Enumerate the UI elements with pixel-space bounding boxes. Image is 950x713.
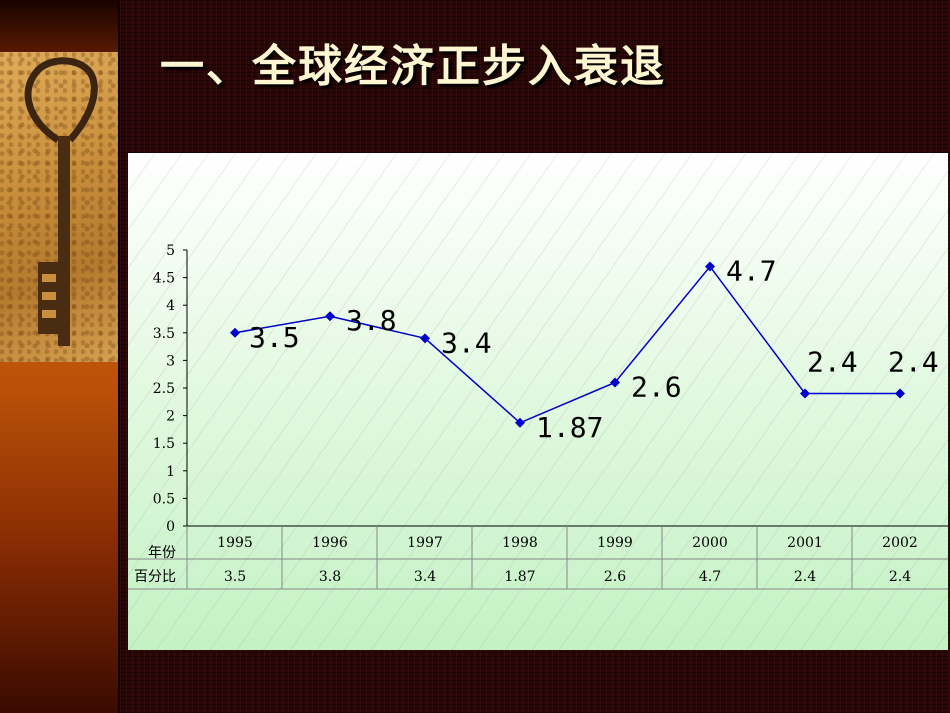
slide-title: 一、全球经济正步入衰退 [160, 41, 666, 92]
chart-panel: 0 0.5 1 1.5 2 2.5 3 3.5 4 4.5 5 年份百分比 1995 3.5 1996 3.… [128, 153, 948, 650]
x-category-label: 2001 [787, 535, 823, 551]
x-category-label: 1998 [502, 535, 538, 551]
table-row-header-percent: 百分比 [134, 569, 176, 585]
table-value-cell: 2.6 [604, 569, 626, 585]
x-category-label: 2000 [692, 535, 728, 551]
table-value-cell: 3.5 [224, 569, 246, 585]
data-label: 3.5 [249, 321, 300, 354]
x-category-label: 1996 [312, 535, 348, 551]
x-category-label: 1997 [407, 535, 443, 551]
y-tick-label: 3 [166, 353, 175, 369]
hatch-background [128, 153, 948, 650]
x-category-label: 1999 [597, 535, 633, 551]
y-tick-label: 5 [166, 243, 175, 259]
y-tick-label: 1 [166, 464, 175, 480]
y-tick-label: 2 [166, 409, 175, 425]
data-point-marker [230, 327, 240, 338]
data-point-marker [800, 388, 810, 399]
data-label: 3.8 [346, 304, 397, 337]
data-label: 2.4 [807, 346, 858, 379]
y-tick-label: 0.5 [153, 491, 175, 507]
data-label: 2.4 [888, 346, 939, 379]
y-tick-label: 0 [166, 519, 175, 535]
data-label: 3.4 [441, 326, 492, 359]
table-value-cell: 3.4 [414, 569, 436, 585]
y-tick-label: 4 [166, 298, 175, 314]
data-series [230, 261, 905, 428]
key-icon [24, 57, 98, 346]
data-point-marker [420, 333, 430, 344]
data-point-marker [325, 311, 335, 322]
data-point-marker [705, 261, 715, 272]
table-row-header-year: 年份 [148, 545, 176, 561]
data-label: 4.7 [726, 255, 777, 288]
divider-line [118, 0, 120, 713]
data-point-marker [610, 377, 620, 388]
key-photo [0, 52, 118, 362]
table-value-cell: 1.87 [504, 569, 535, 585]
table-value-cell: 2.4 [889, 569, 911, 585]
chart-axes: 0 0.5 1 1.5 2 2.5 3 3.5 4 4.5 5 [153, 243, 188, 535]
y-tick-label: 1.5 [153, 436, 175, 452]
table-value-cell: 4.7 [699, 569, 721, 585]
data-point-marker [515, 417, 525, 428]
series-line [234, 265, 900, 424]
table-value-cell: 3.8 [319, 569, 341, 585]
data-point-marker [895, 388, 905, 399]
data-label: 1.87 [536, 411, 603, 444]
data-label: 2.6 [631, 370, 682, 403]
data-labels: 3.5 3.8 3.4 1.87 2.6 4.7 2.4 2.4 [249, 255, 939, 444]
y-tick-label: 3.5 [153, 326, 175, 342]
y-tick-label: 2.5 [153, 381, 175, 397]
x-category-label: 2002 [882, 535, 918, 551]
x-category-label: 1995 [217, 535, 253, 551]
table-value-cell: 2.4 [794, 569, 816, 585]
y-tick-label: 4.5 [153, 271, 175, 287]
